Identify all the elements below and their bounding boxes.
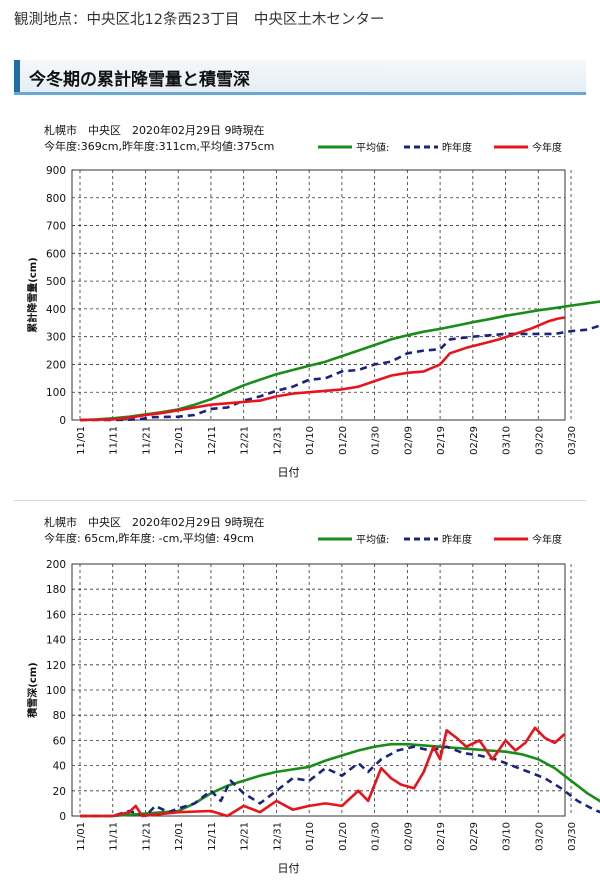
y-tick-label: 500 <box>46 276 66 288</box>
x-tick-label: 01/30 <box>371 426 382 455</box>
x-tick-label: 12/01 <box>174 426 185 455</box>
x-tick-label: 02/19 <box>436 822 447 851</box>
y-tick-label: 140 <box>46 635 66 647</box>
y-tick-label: 100 <box>46 685 66 697</box>
y-tick-label: 900 <box>46 165 66 177</box>
legend-label-last: 昨年度 <box>442 141 472 154</box>
heading-underline <box>14 92 586 95</box>
x-tick-label: 02/29 <box>469 822 480 851</box>
x-tick-label: 03/20 <box>534 822 545 851</box>
legend-label-avg: 平均値: <box>356 533 389 546</box>
x-tick-label: 11/11 <box>109 426 120 455</box>
legend-label-this: 今年度 <box>532 141 562 154</box>
x-axis-title: 日付 <box>278 466 300 479</box>
x-tick-label: 01/20 <box>338 822 349 851</box>
x-tick-label: 03/30 <box>567 822 578 851</box>
y-tick-label: 0 <box>59 811 66 823</box>
y-tick-label: 400 <box>46 304 66 316</box>
x-tick-label: 11/21 <box>141 822 152 851</box>
series-line-last <box>80 745 600 818</box>
y-tick-label: 180 <box>46 584 66 596</box>
x-tick-label: 01/30 <box>371 822 382 851</box>
y-tick-label: 80 <box>53 710 66 722</box>
series-line-avg <box>80 742 600 818</box>
y-tick-label: 160 <box>46 609 66 621</box>
x-axis-title: 日付 <box>278 862 300 875</box>
y-tick-label: 40 <box>53 761 66 773</box>
y-axis-title: 積雪深(cm) <box>26 662 39 719</box>
chart-separator <box>14 500 586 501</box>
y-tick-label: 20 <box>53 786 66 798</box>
x-tick-label: 11/21 <box>141 426 152 455</box>
x-tick-label: 01/10 <box>305 822 316 851</box>
x-tick-label: 03/10 <box>502 426 513 455</box>
x-tick-label: 11/11 <box>109 822 120 851</box>
x-tick-label: 12/11 <box>207 426 218 455</box>
x-tick-label: 03/20 <box>534 426 545 455</box>
x-tick-label: 12/11 <box>207 822 218 851</box>
y-tick-label: 600 <box>46 248 66 260</box>
x-tick-label: 12/21 <box>240 822 251 851</box>
x-tick-label: 03/10 <box>502 822 513 851</box>
x-tick-label: 02/09 <box>403 822 414 851</box>
y-tick-label: 200 <box>46 359 66 371</box>
y-tick-label: 300 <box>46 332 66 344</box>
legend-label-this: 今年度 <box>532 533 562 546</box>
legend-label-last: 昨年度 <box>442 533 472 546</box>
y-tick-label: 60 <box>53 735 66 747</box>
y-tick-label: 200 <box>46 559 66 571</box>
x-tick-label: 12/31 <box>272 822 283 851</box>
y-tick-label: 100 <box>46 387 66 399</box>
x-tick-label: 03/30 <box>567 426 578 455</box>
x-tick-label: 01/20 <box>338 426 349 455</box>
x-tick-label: 12/21 <box>240 426 251 455</box>
x-tick-label: 02/09 <box>403 426 414 455</box>
chart-header-totals: 今年度:369cm,昨年度:311cm,平均値:375cm <box>44 139 274 153</box>
x-tick-label: 11/01 <box>76 426 87 455</box>
series-line-this <box>80 726 566 818</box>
section-heading: 今冬期の累計降雪量と積雪深 <box>14 60 586 92</box>
x-tick-label: 12/01 <box>174 822 185 851</box>
x-tick-label: 01/10 <box>305 426 316 455</box>
chart-header-totals: 今年度: 65cm,昨年度: -cm,平均値: 49cm <box>44 531 254 545</box>
series-line-this <box>79 316 565 422</box>
y-tick-label: 700 <box>46 221 66 233</box>
chart-header-date: 札幌市 中央区 2020年02月29日 9時現在 <box>44 515 264 529</box>
plot-frame <box>71 169 566 421</box>
series-line-last <box>80 324 600 422</box>
x-tick-label: 02/29 <box>469 426 480 455</box>
y-tick-label: 0 <box>59 415 66 427</box>
x-tick-label: 02/19 <box>436 426 447 455</box>
y-tick-label: 800 <box>46 193 66 205</box>
y-axis-title: 累計降雪量(cm) <box>26 257 39 333</box>
chart-header-date: 札幌市 中央区 2020年02月29日 9時現在 <box>44 123 264 137</box>
observation-location: 観測地点：中央区北12条西23丁目 中央区土木センター <box>14 12 385 28</box>
cumulative-snowfall-chart: 札幌市 中央区 2020年02月29日 9時現在今年度:369cm,昨年度:31… <box>26 123 600 479</box>
x-tick-label: 11/01 <box>76 822 87 851</box>
x-tick-label: 12/31 <box>272 426 283 455</box>
y-tick-label: 120 <box>46 660 66 672</box>
legend-label-avg: 平均値: <box>356 141 389 154</box>
section-heading-text: 今冬期の累計降雪量と積雪深 <box>29 70 250 90</box>
